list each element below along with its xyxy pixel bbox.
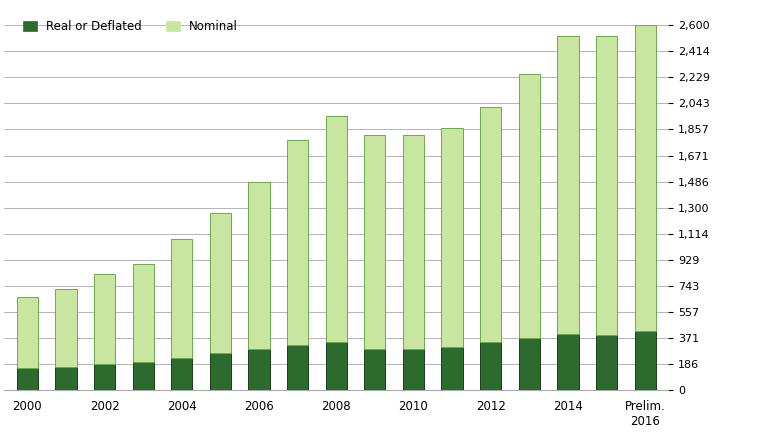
Bar (248, 182, 270, 349)
Bar (442, 347, 463, 390)
Bar (17, 368, 38, 390)
Bar (171, 238, 193, 358)
Bar (248, 349, 270, 390)
Bar (634, 25, 656, 331)
Bar (518, 74, 540, 338)
Bar (326, 117, 347, 343)
Bar (55, 289, 77, 367)
Bar (518, 338, 540, 390)
Bar (442, 128, 463, 347)
Bar (558, 36, 578, 334)
Bar (480, 107, 502, 343)
Bar (287, 140, 308, 345)
Bar (133, 264, 154, 362)
Bar (133, 362, 154, 390)
Bar (403, 349, 424, 390)
Bar (596, 335, 617, 390)
Bar (287, 345, 308, 390)
Bar (17, 298, 38, 368)
Bar (171, 358, 193, 390)
Bar (596, 36, 617, 335)
Bar (558, 334, 578, 390)
Bar (634, 331, 656, 390)
Bar (94, 273, 115, 364)
Bar (364, 135, 386, 349)
Bar (480, 343, 502, 390)
Legend: Real or Deflated, Nominal: Real or Deflated, Nominal (17, 14, 244, 39)
Bar (403, 135, 424, 349)
Bar (364, 349, 386, 390)
Bar (210, 213, 231, 353)
Bar (210, 353, 231, 390)
Bar (55, 367, 77, 390)
Bar (326, 343, 347, 390)
Bar (94, 364, 115, 390)
